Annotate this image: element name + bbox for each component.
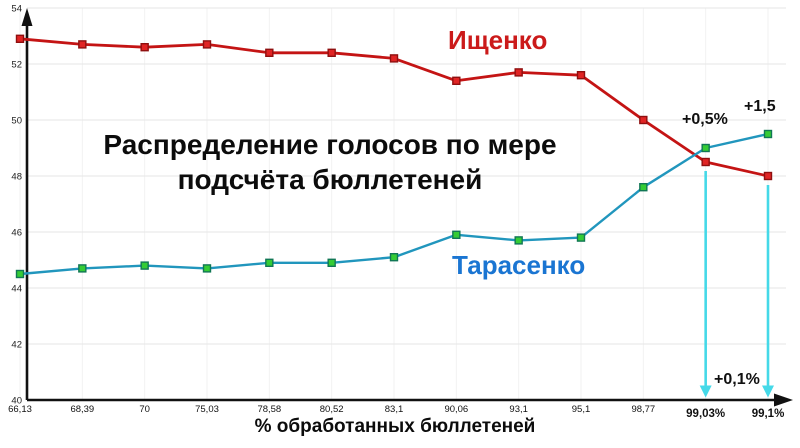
data-point-marker (140, 261, 149, 270)
data-point-marker (763, 129, 773, 139)
data-point-marker (78, 264, 87, 273)
data-point-marker (202, 264, 212, 273)
x-tick-label: 66,13 (8, 404, 32, 415)
annotation-gap-0-1: +0,1% (714, 371, 760, 388)
y-tick-label: 44 (11, 284, 22, 295)
annotation-gap-0-5: +0,5% (682, 111, 728, 128)
drop-arrow-head (699, 385, 712, 398)
data-point-marker (576, 70, 586, 80)
x-tick-label: 99,03% (686, 408, 725, 420)
x-axis-caption: % обработанных бюллетеней (254, 416, 536, 437)
x-tick-label: 80,52 (320, 404, 344, 415)
data-point-marker (327, 258, 336, 267)
data-point-marker (265, 48, 274, 57)
data-point-marker (78, 40, 87, 49)
data-point-marker (389, 54, 399, 63)
y-tick-label: 42 (11, 340, 22, 351)
x-tick-label: 68,39 (70, 404, 94, 415)
y-tick-label: 54 (11, 4, 22, 15)
y-tick-label: 46 (11, 228, 22, 239)
data-point-marker (576, 233, 586, 242)
x-tick-label: 75,03 (195, 404, 219, 415)
data-point-marker (701, 157, 710, 167)
data-point-marker (327, 48, 336, 57)
x-tick-label: 98,77 (631, 404, 655, 415)
y-axis-arrowhead (21, 8, 33, 26)
data-point-marker (514, 68, 523, 77)
x-tick-label: 90,06 (444, 404, 468, 415)
data-point-marker (452, 76, 461, 86)
data-point-marker (639, 115, 648, 125)
x-tick-label: 78,58 (257, 404, 281, 415)
data-point-marker (202, 40, 212, 49)
annotation-gap-1-5: +1,5 (744, 98, 776, 115)
x-tick-label: 93,1 (509, 404, 528, 415)
chart-title-line1: Распределение голосов по мере (103, 129, 557, 160)
data-point-marker (514, 236, 523, 245)
data-point-marker (15, 269, 25, 279)
drop-arrow-head (762, 385, 774, 398)
y-tick-label: 52 (11, 60, 22, 71)
x-tick-label: 99,1% (752, 408, 785, 420)
data-point-marker (701, 143, 710, 153)
x-tick-label: 83,1 (385, 404, 404, 415)
y-tick-label: 48 (11, 172, 22, 183)
x-tick-label: 95,1 (572, 404, 591, 415)
series-label-tarasenko: Тарасенко (452, 250, 586, 280)
x-tick-label: 70 (139, 404, 150, 415)
data-point-marker (140, 43, 149, 52)
series-label-ishchenko: Ищенко (448, 25, 548, 55)
chart-title-line2: подсчёта бюллетеней (177, 164, 483, 196)
data-point-marker (265, 258, 274, 267)
data-point-marker (639, 182, 648, 192)
data-point-marker (452, 230, 461, 240)
data-point-marker (389, 252, 399, 262)
y-tick-label: 50 (11, 116, 22, 127)
y-tick-label: 40 (11, 396, 22, 407)
data-point-marker (763, 171, 773, 181)
x-axis-arrowhead (774, 393, 793, 407)
data-point-marker (15, 34, 25, 43)
chart-title: Распределение голосов по мере подсчёта б… (30, 127, 630, 198)
